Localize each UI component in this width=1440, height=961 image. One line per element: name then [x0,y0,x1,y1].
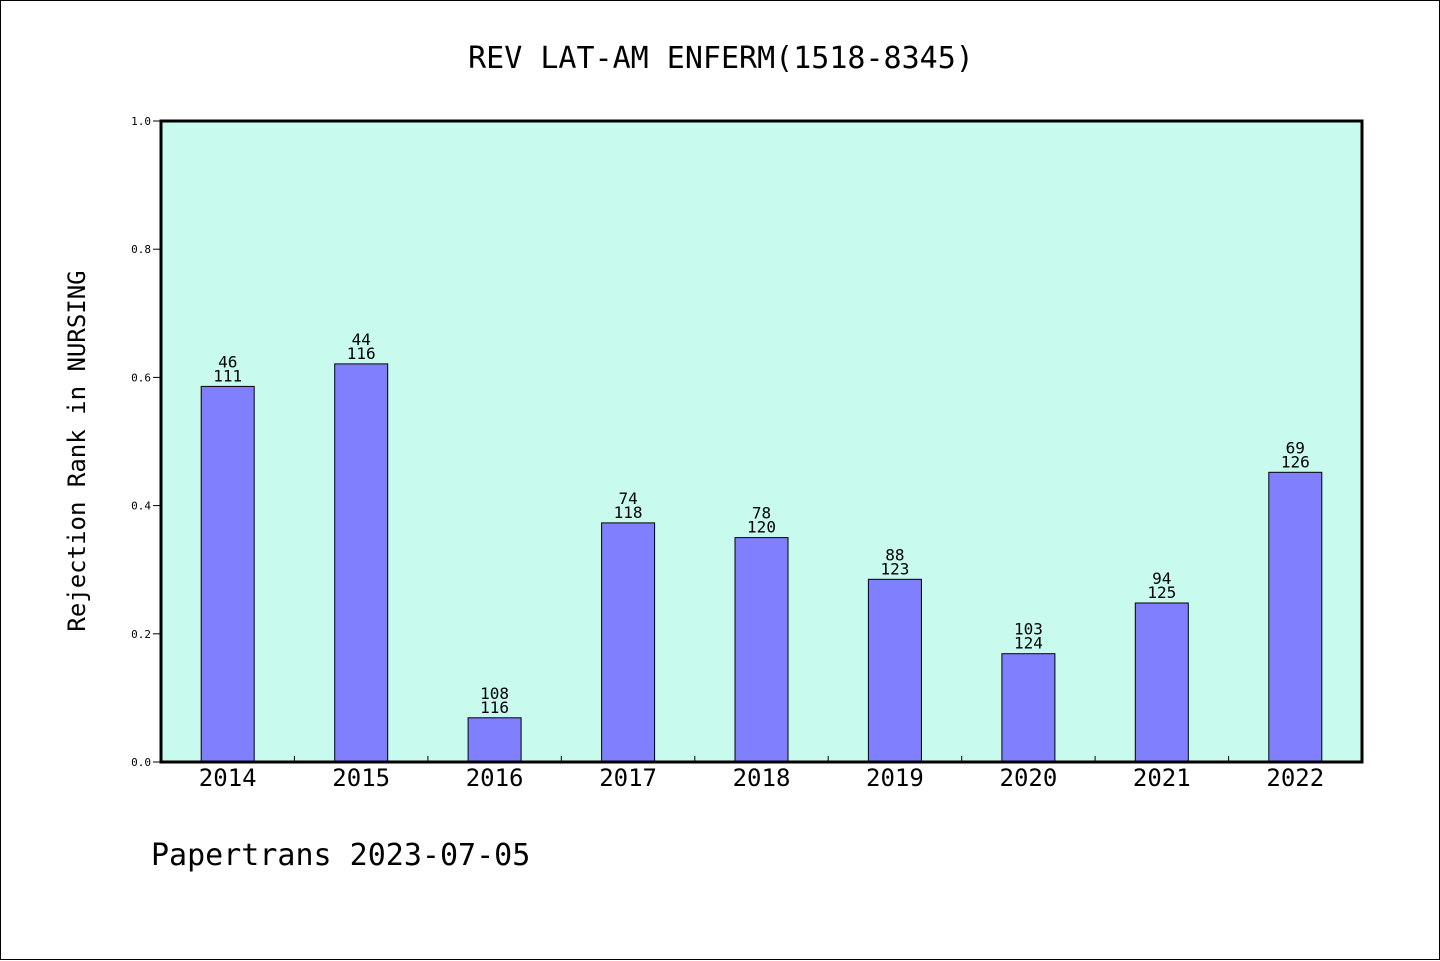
chart-title: REV LAT-AM ENFERM(1518-8345) [468,41,974,76]
bar-2021 [1134,602,1189,763]
y-tick-label-0.0: 0.0 [131,756,151,769]
bar-total-label-2022: 126 [1281,452,1310,471]
x-tick-label-2020: 2020 [1000,764,1058,792]
bar-2015 [334,363,389,763]
bar-rank-label-2015: 44 [352,330,371,349]
bar-rank-label-2022: 69 [1286,438,1305,457]
x-tick-label-2018: 2018 [733,764,791,792]
bar-rank-label-2016: 108 [480,684,509,703]
footer-text: Papertrans 2023-07-05 [151,838,530,873]
x-tick-label-2021: 2021 [1133,764,1191,792]
y-axis-label: Rejection Rank in NURSING [63,270,91,631]
x-tick-label-2022: 2022 [1266,764,1324,792]
bar-2014 [200,385,255,763]
x-tick-label-2019: 2019 [866,764,924,792]
y-tick-label-0.8: 0.8 [131,243,151,256]
bar-2019 [867,578,922,763]
bar-total-label-2015: 116 [347,344,376,363]
bar-rank-label-2018: 78 [752,504,771,523]
x-tick-label-2017: 2017 [599,764,657,792]
y-tick-label-0.2: 0.2 [131,628,151,641]
bar-rank-label-2014: 46 [218,352,237,371]
bar-total-label-2021: 125 [1147,583,1176,602]
bar-total-label-2017: 118 [614,503,643,522]
bar-2016 [467,717,522,763]
bar-rank-label-2019: 88 [885,545,904,564]
bar-total-label-2019: 123 [880,559,909,578]
x-tick-label-2015: 2015 [332,764,390,792]
y-tick-label-1.0: 1.0 [131,115,151,128]
y-tick-label-0.6: 0.6 [131,371,151,384]
bar-2020 [1001,653,1056,763]
axis-ticks-group: 2014 2015 2016 2017 2018 2019 2020 2021 2022 0.0 0… [131,115,1324,792]
x-tick-label-2016: 2016 [466,764,524,792]
y-tick-label-0.4: 0.4 [131,500,151,513]
bar-total-label-2020: 124 [1014,634,1043,653]
bar-total-label-2014: 111 [213,366,242,385]
bar-rank-label-2021: 94 [1152,569,1171,588]
bar-2018 [734,537,789,763]
bar-total-label-2016: 116 [480,698,509,717]
bar-rank-label-2020: 103 [1014,620,1043,639]
x-tick-label-2014: 2014 [199,764,257,792]
bar-rank-label-2017: 74 [618,489,637,508]
bar-total-label-2018: 120 [747,518,776,537]
plot-border [159,119,1364,764]
bar-2022 [1268,471,1323,763]
bar-2017 [601,522,656,763]
